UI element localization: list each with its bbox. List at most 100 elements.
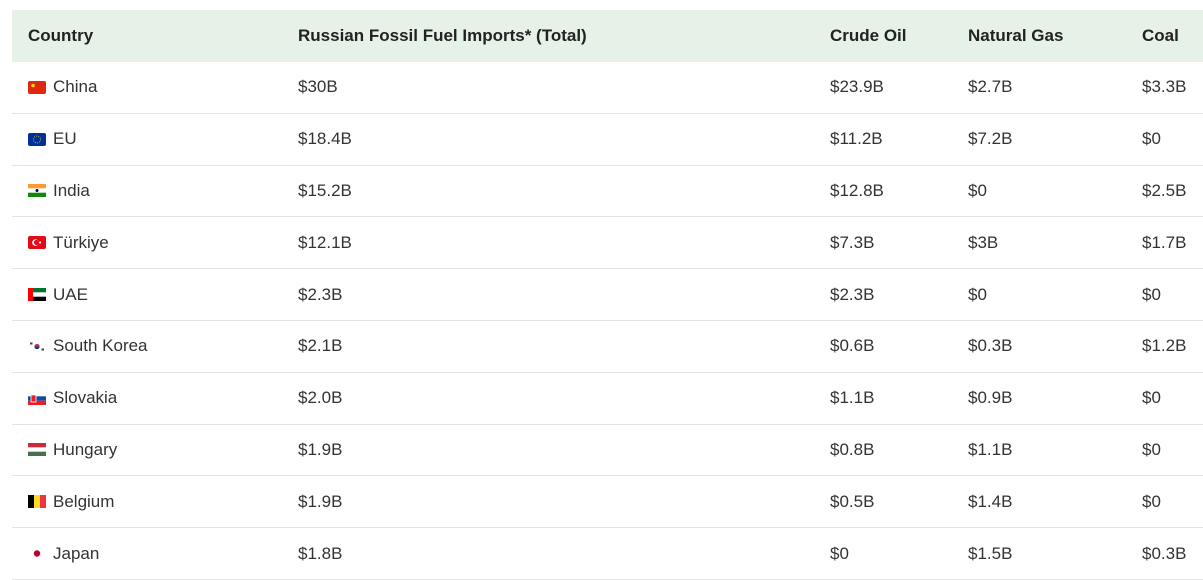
value-cell-text: $1.8B xyxy=(298,543,343,563)
header-cell: Country xyxy=(28,10,93,62)
flag-icon xyxy=(28,236,46,250)
value-cell-text: $1.5B xyxy=(968,543,1013,563)
value-cell-text: $0.3B xyxy=(968,336,1013,356)
country-cell-text: Slovakia xyxy=(53,388,118,408)
header-cell: Natural Gas xyxy=(968,10,1063,62)
table: Country Russian Fossil Fuel Imports* (Tot… xyxy=(12,10,1203,580)
value-cell-text: $2.1B xyxy=(298,336,343,356)
header-cell-text: Russian Fossil Fuel Imports* (Total) xyxy=(298,26,587,45)
table-row: Türkiye $12.1B $7.3B $3B $1.7B xyxy=(12,217,1203,270)
value-cell-text: $0 xyxy=(1142,491,1161,511)
value-cell: $0 xyxy=(1142,425,1161,476)
value-cell-text: $0 xyxy=(1142,284,1161,304)
value-cell-text: $3.3B xyxy=(1142,77,1187,97)
value-cell: $2.3B xyxy=(830,269,874,320)
value-cell-text: $12.1B xyxy=(298,232,352,252)
table-row: Hungary $1.9B $0.8B $1.1B $0 xyxy=(12,425,1203,477)
value-cell-text: $3B xyxy=(968,232,999,252)
table-row: China $30B $23.9B $2.7B $3.3B xyxy=(12,62,1203,114)
value-cell-text: $2.3B xyxy=(830,284,875,304)
header-cell-text: Crude Oil xyxy=(830,26,907,45)
value-cell-text: $0 xyxy=(968,180,987,200)
value-cell: $1.1B xyxy=(968,425,1012,476)
value-cell: $0.8B xyxy=(830,425,874,476)
header-row: Country Russian Fossil Fuel Imports* (Tot… xyxy=(12,10,1203,62)
header-cell-text: Coal xyxy=(1142,26,1179,45)
country-cell-text: UAE xyxy=(53,284,88,304)
value-cell-text: $7.3B xyxy=(830,232,875,252)
country-cell-text: South Korea xyxy=(53,336,148,356)
value-cell: $0 xyxy=(968,166,987,217)
value-cell-text: $30B xyxy=(298,77,338,97)
value-cell-text: $11.2B xyxy=(830,129,883,149)
value-cell-text: $0 xyxy=(968,284,987,304)
value-cell: $2.7B xyxy=(968,62,1012,113)
value-cell-text: $1.4B xyxy=(968,491,1013,511)
value-cell: $1.9B xyxy=(298,476,342,527)
value-cell: $12.1B xyxy=(298,217,352,268)
value-cell: $1.2B xyxy=(1142,321,1186,372)
value-cell-text: $2.7B xyxy=(968,77,1013,97)
value-cell: $0.5B xyxy=(830,476,874,527)
value-cell-text: $2.0B xyxy=(298,388,343,408)
value-cell-text: $1.1B xyxy=(830,388,875,408)
value-cell-text: $0 xyxy=(1142,439,1161,459)
value-cell: $1.1B xyxy=(830,373,874,424)
country-cell: Japan xyxy=(28,528,99,579)
flag-icon xyxy=(28,391,46,405)
country-cell: Belgium xyxy=(28,476,114,527)
flag-icon xyxy=(28,495,46,509)
value-cell: $0 xyxy=(1142,476,1161,527)
value-cell-text: $0 xyxy=(1142,129,1161,149)
table-row: UAE $2.3B $2.3B $0 $0 xyxy=(12,269,1203,321)
country-cell: Hungary xyxy=(28,425,117,476)
flag-icon xyxy=(28,80,46,94)
table-row: India $15.2B $12.8B $0 $2.5B xyxy=(12,166,1203,218)
flag-icon xyxy=(28,132,46,146)
value-cell: $0 xyxy=(1142,373,1161,424)
country-cell: Slovakia xyxy=(28,373,117,424)
value-cell: $0.3B xyxy=(968,321,1012,372)
value-cell-text: $15.2B xyxy=(298,180,352,200)
value-cell-text: $0.5B xyxy=(830,491,875,511)
flag-icon xyxy=(28,547,46,561)
value-cell-text: $0.8B xyxy=(830,439,875,459)
flag-icon xyxy=(28,339,46,353)
country-cell-text: India xyxy=(53,180,90,200)
value-cell: $1.5B xyxy=(968,528,1012,579)
country-cell: China xyxy=(28,62,97,113)
country-cell-text: Türkiye xyxy=(53,232,109,252)
value-cell-text: $18.4B xyxy=(298,129,352,149)
header-cell: Russian Fossil Fuel Imports* (Total) xyxy=(298,10,587,62)
value-cell: $1.4B xyxy=(968,476,1012,527)
value-cell: $7.2B xyxy=(968,114,1012,165)
value-cell-text: $0.9B xyxy=(968,388,1013,408)
value-cell: $1.7B xyxy=(1142,217,1186,268)
table-row: Slovakia $2.0B $1.1B $0.9B $0 xyxy=(12,373,1203,425)
value-cell: $2.1B xyxy=(298,321,342,372)
value-cell-text: $1.9B xyxy=(298,491,343,511)
value-cell-text: $1.2B xyxy=(1142,336,1187,356)
value-cell-text: $0 xyxy=(1142,388,1161,408)
value-cell: $12.8B xyxy=(830,166,884,217)
value-cell: $23.9B xyxy=(830,62,884,113)
value-cell: $0.9B xyxy=(968,373,1012,424)
value-cell: $0 xyxy=(1142,114,1161,165)
country-cell-text: China xyxy=(53,77,98,97)
flag-icon xyxy=(28,443,46,457)
value-cell-text: $0 xyxy=(830,543,849,563)
value-cell: $0 xyxy=(968,269,987,320)
table-row: South Korea $2.1B $0.6B $0.3B $1.2B xyxy=(12,321,1203,373)
table-row: EU $18.4B $11.2B $7.2B $0 xyxy=(12,114,1203,166)
value-cell-text: $2.5B xyxy=(1142,180,1187,200)
value-cell: $11.2B xyxy=(830,114,883,165)
value-cell: $3B xyxy=(968,217,998,268)
table-row: Japan $1.8B $0 $1.5B $0.3B xyxy=(12,528,1203,580)
country-cell-text: Belgium xyxy=(53,491,115,511)
value-cell-text: $23.9B xyxy=(830,77,884,97)
value-cell-text: $2.3B xyxy=(298,284,343,304)
flag-icon xyxy=(28,184,46,198)
country-cell-text: EU xyxy=(53,129,77,149)
flag-icon xyxy=(28,288,46,302)
